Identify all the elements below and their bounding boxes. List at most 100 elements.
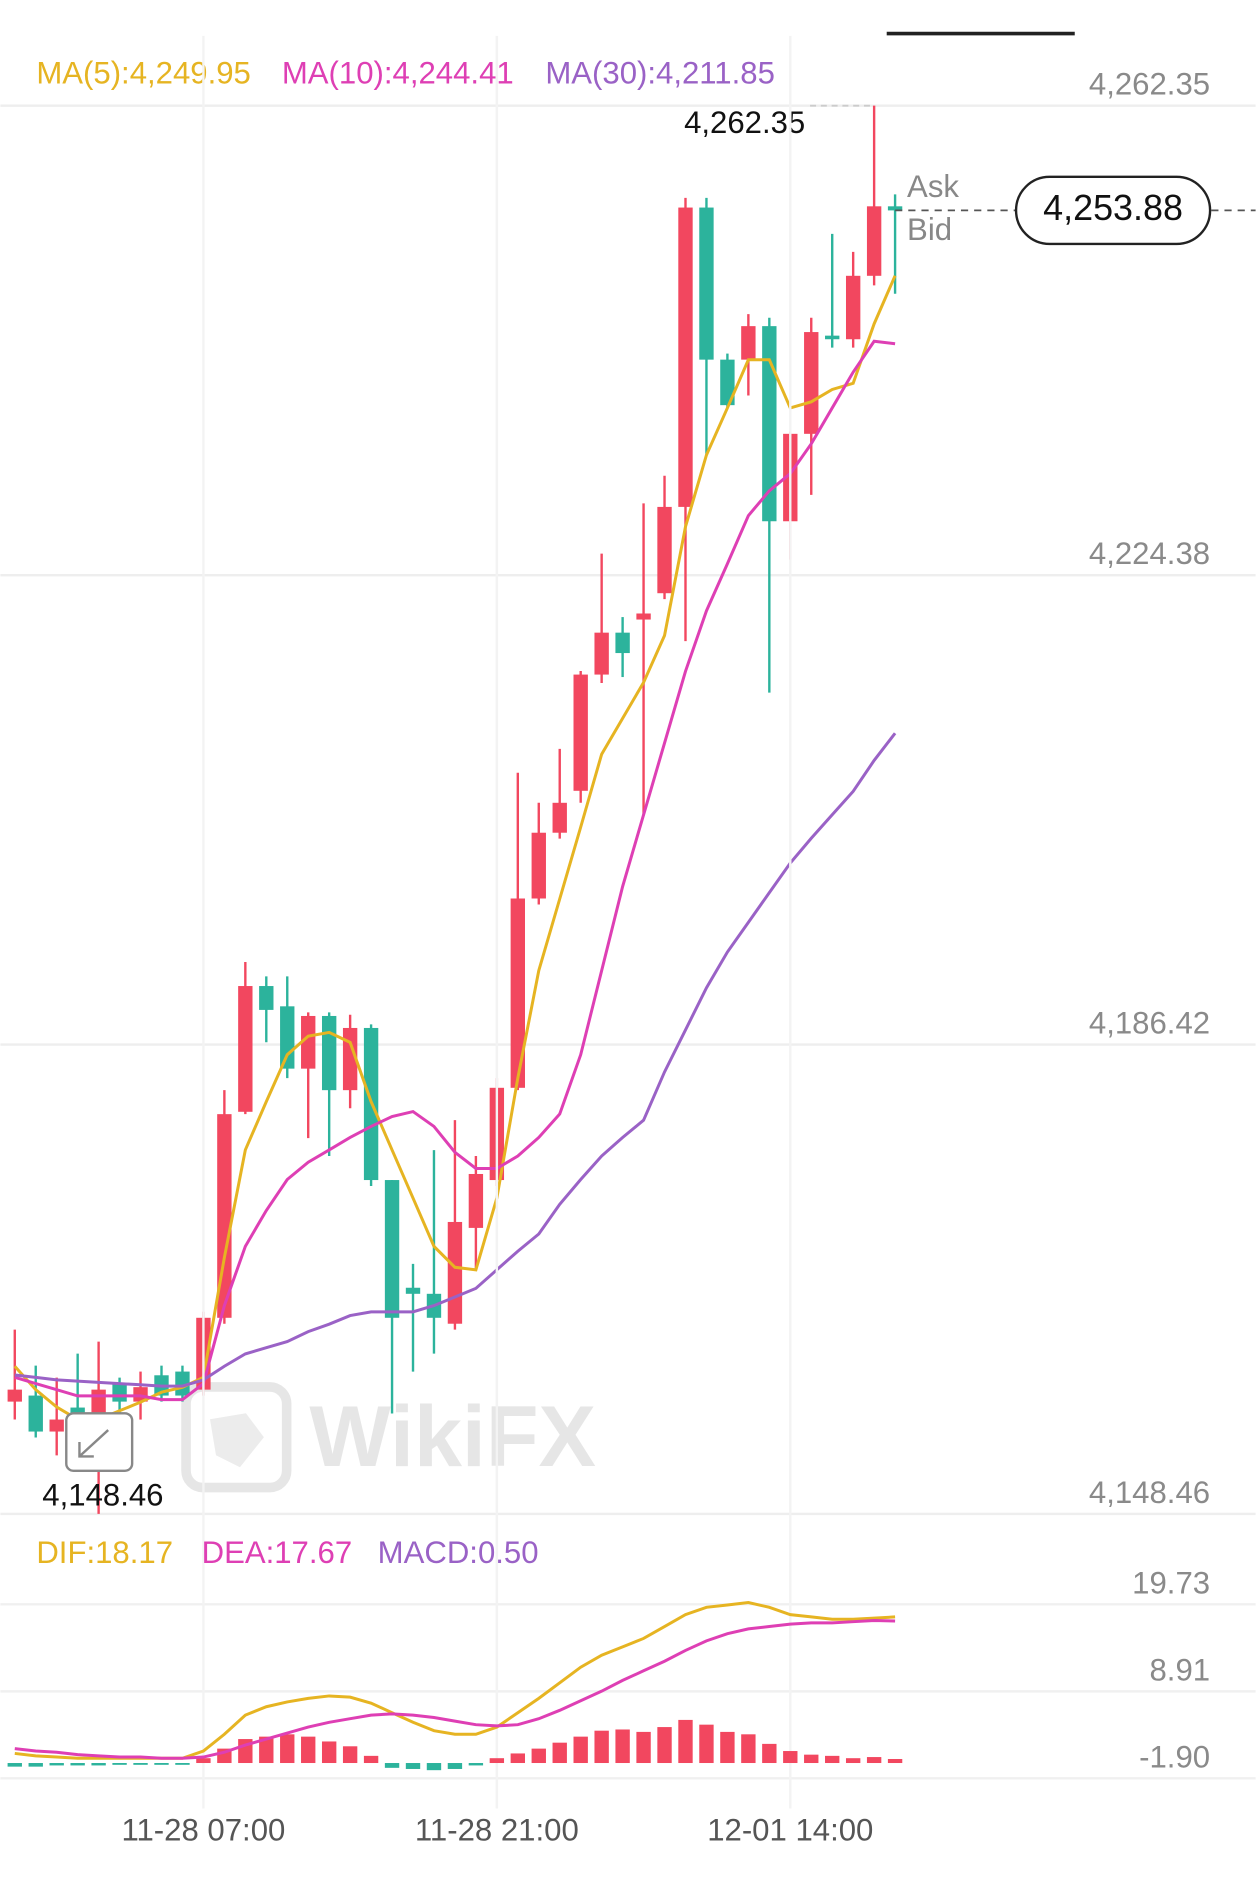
candle-body: [447, 1221, 463, 1324]
candle-body: [615, 632, 630, 654]
candle-body: [887, 206, 903, 211]
candle-body: [7, 1389, 22, 1402]
macd-bar: [720, 1731, 735, 1764]
candle-body: [259, 986, 274, 1010]
y-tick-label: 4,186.42: [1089, 1006, 1210, 1041]
macd-bar: [196, 1758, 211, 1764]
candle-body: [720, 359, 735, 406]
macd-bar: [845, 1758, 861, 1764]
low-marker-label: 4,148.46: [42, 1477, 163, 1512]
macd-bar: [636, 1731, 651, 1764]
x-tick-label: 11-28 07:00: [121, 1813, 285, 1848]
candle-body: [552, 802, 567, 833]
macd-bar: [280, 1734, 295, 1764]
macd-bar: [342, 1746, 358, 1764]
macd-bar: [825, 1755, 840, 1764]
macd-bar: [783, 1751, 798, 1764]
plot: 4,262.35 4,224.38 4,186.42 4,148.46 WikiFX MA…: [0, 35, 1256, 1848]
y-tick-label: -1.90: [1139, 1739, 1210, 1774]
ma-line: [14, 339, 896, 1402]
macd-bar: [384, 1763, 400, 1768]
legend-entry: MA(10):4,244.41: [282, 56, 514, 91]
macd-bar: [468, 1763, 484, 1766]
macd-bar: [531, 1748, 546, 1764]
candle-body: [28, 1395, 43, 1432]
macd-line: [14, 1618, 896, 1760]
zoom-icon: [78, 1429, 110, 1458]
macd-bar: [447, 1763, 463, 1769]
macd-bar: [741, 1734, 756, 1764]
macd-bar: [762, 1743, 777, 1764]
macd-bar: [510, 1753, 525, 1764]
high-marker-label: 4,262.35: [684, 105, 805, 140]
y-tick-label: 8.91: [1149, 1652, 1210, 1687]
macd-bar: [699, 1724, 714, 1764]
macd-bar: [112, 1763, 127, 1765]
candle-body: [112, 1383, 127, 1402]
candle-body: [342, 1027, 358, 1091]
y-tick-label: 19.73: [1132, 1565, 1210, 1600]
candle-body: [217, 1114, 232, 1318]
macd-bar: [552, 1742, 567, 1764]
x-tick-label: 12-01 14:00: [707, 1813, 873, 1848]
candle-body: [510, 898, 525, 1088]
candle-body: [825, 335, 840, 340]
macd-bar: [133, 1763, 148, 1765]
candle-body: [468, 1173, 484, 1228]
macd-bar: [615, 1729, 630, 1764]
legend-entry: DEA:17.67: [202, 1535, 353, 1570]
macd-bar: [259, 1736, 274, 1764]
macd-bar: [866, 1757, 882, 1764]
macd-bar: [7, 1763, 22, 1767]
macd-bar: [175, 1763, 190, 1765]
candle-body: [804, 332, 819, 434]
macd-bar: [301, 1736, 316, 1764]
candle-body: [845, 275, 861, 340]
last-price-tag: [1014, 175, 1212, 246]
legend-entry: MACD:0.50: [378, 1535, 539, 1570]
macd-bar: [657, 1727, 672, 1764]
macd-bar: [49, 1763, 64, 1766]
macd-bar: [91, 1763, 106, 1766]
macd-bar: [573, 1736, 588, 1764]
macd-bar: [489, 1758, 505, 1764]
y-tick-label: 4,148.46: [1089, 1475, 1210, 1510]
candle-body: [866, 206, 882, 276]
candle-body: [301, 1015, 316, 1069]
candle-body: [238, 986, 253, 1112]
macd-bar: [154, 1763, 169, 1765]
watermark: WikiFX: [309, 1389, 596, 1485]
candle-body: [531, 832, 546, 899]
ma-line: [14, 732, 897, 1388]
ask-label: Ask: [907, 169, 959, 204]
candle-body: [741, 326, 756, 360]
candle-body: [321, 1015, 337, 1091]
candle-body: [636, 613, 651, 620]
legend-entry: DIF:18.17: [36, 1535, 173, 1570]
macd-bar: [28, 1763, 43, 1767]
candle-body: [699, 207, 714, 360]
candle-body: [280, 1006, 295, 1069]
macd-bar: [594, 1730, 609, 1764]
macd-bar: [804, 1754, 819, 1764]
y-tick-label: 4,262.35: [1089, 67, 1210, 102]
candle-body: [405, 1287, 421, 1294]
macd-bar: [678, 1719, 693, 1764]
candle-body: [384, 1180, 400, 1318]
last-price-label: 4,253.88: [1043, 187, 1183, 228]
candle-body: [49, 1419, 64, 1432]
candle-body: [762, 326, 777, 522]
candle-body: [594, 632, 609, 675]
ma-line: [13, 275, 897, 1421]
macd-bar: [426, 1763, 442, 1771]
zoom-button[interactable]: [65, 1412, 134, 1472]
watermark-logo: [181, 1382, 292, 1493]
macd-bar: [321, 1741, 337, 1764]
legend-entry: MA(30):4,211.85: [545, 56, 775, 91]
candle-body: [678, 207, 693, 507]
candle-body: [657, 506, 672, 594]
candle-body: [573, 674, 588, 791]
legend-entry: MA(5):4,249.95: [36, 56, 251, 91]
